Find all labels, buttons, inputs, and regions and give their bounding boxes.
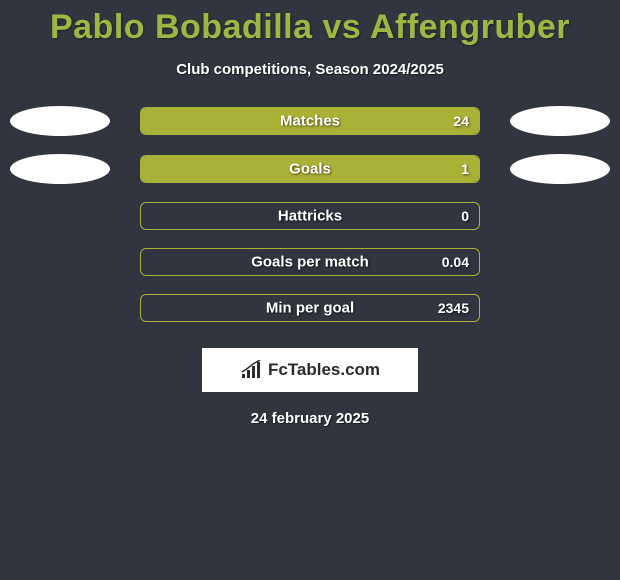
stat-value-right: 24 — [453, 113, 469, 129]
stat-bar: Goals per match 0.04 — [140, 248, 480, 276]
stat-row: Min per goal 2345 — [0, 294, 620, 322]
page-subtitle: Club competitions, Season 2024/2025 — [0, 61, 620, 78]
stat-bar: Min per goal 2345 — [140, 294, 480, 322]
player-ellipse-right — [510, 106, 610, 136]
stat-value-right: 1 — [461, 161, 469, 177]
stat-row: Hattricks 0 — [0, 202, 620, 230]
stat-label: Matches — [280, 113, 340, 130]
stat-row: Goals 1 — [0, 154, 620, 184]
stat-value-right: 0.04 — [442, 254, 469, 270]
stat-label: Goals per match — [251, 254, 369, 271]
stat-label: Min per goal — [266, 300, 354, 317]
player-ellipse-left — [10, 154, 110, 184]
stat-value-right: 2345 — [438, 300, 469, 316]
stat-label: Hattricks — [278, 208, 342, 225]
player-ellipse-right — [510, 154, 610, 184]
stat-row: Goals per match 0.04 — [0, 248, 620, 276]
stat-value-right: 0 — [461, 208, 469, 224]
stats-container: Matches 24 Goals 1 Hattricks 0 Goals per match… — [0, 106, 620, 322]
stat-label: Goals — [289, 161, 331, 178]
logo-box[interactable]: FcTables.com — [202, 348, 418, 392]
player-ellipse-left — [10, 106, 110, 136]
page-title: Pablo Bobadilla vs Affengruber — [0, 0, 620, 47]
bar-chart-icon — [240, 360, 264, 380]
stat-row: Matches 24 — [0, 106, 620, 136]
stat-bar: Matches 24 — [140, 107, 480, 135]
stat-bar: Hattricks 0 — [140, 202, 480, 230]
date-text: 24 february 2025 — [0, 410, 620, 427]
logo-text: FcTables.com — [268, 360, 380, 380]
stat-bar: Goals 1 — [140, 155, 480, 183]
